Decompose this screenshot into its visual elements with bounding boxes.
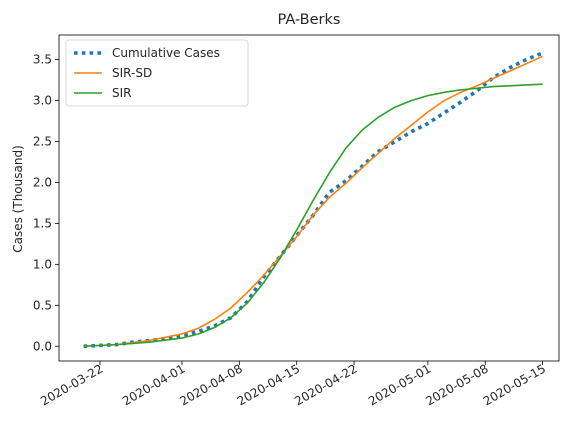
y-tick-label: 3.5 [33, 53, 52, 67]
y-tick-label: 0.0 [33, 339, 52, 353]
plot-area [58, 34, 560, 362]
x-tick-label: 2020-04-22 [292, 361, 359, 408]
y-tick-label: 2.5 [33, 134, 52, 148]
x-tick-label: 2020-05-01 [366, 361, 433, 408]
x-tick-label: 2020-03-22 [38, 361, 105, 408]
y-tick-label: 0.5 [33, 298, 52, 312]
legend-label: Cumulative Cases [112, 46, 220, 60]
series-line-sir-sd [83, 55, 543, 348]
y-axis-label: Cases (Thousand) [11, 145, 25, 253]
legend: Cumulative Cases SIR-SD SIR [65, 39, 249, 107]
series-line-sir [83, 83, 543, 348]
chart-title: PA-Berks [278, 12, 341, 28]
x-tick-label: 2020-05-08 [423, 361, 490, 408]
x-tick-label: 2020-04-08 [177, 361, 244, 408]
y-tick-label: 1.5 [33, 216, 52, 230]
x-tick-label: 2020-04-01 [120, 361, 187, 408]
legend-label: SIR-SD [112, 66, 152, 80]
y-tick-label: 2.0 [33, 175, 52, 189]
y-tick-label: 1.0 [33, 257, 52, 271]
y-tick-label: 3.0 [33, 94, 52, 108]
legend-label: SIR [112, 86, 132, 100]
legend-box [65, 39, 249, 107]
x-tick-label: 2020-04-15 [235, 361, 302, 408]
x-tick-label: 2020-05-15 [481, 361, 548, 408]
